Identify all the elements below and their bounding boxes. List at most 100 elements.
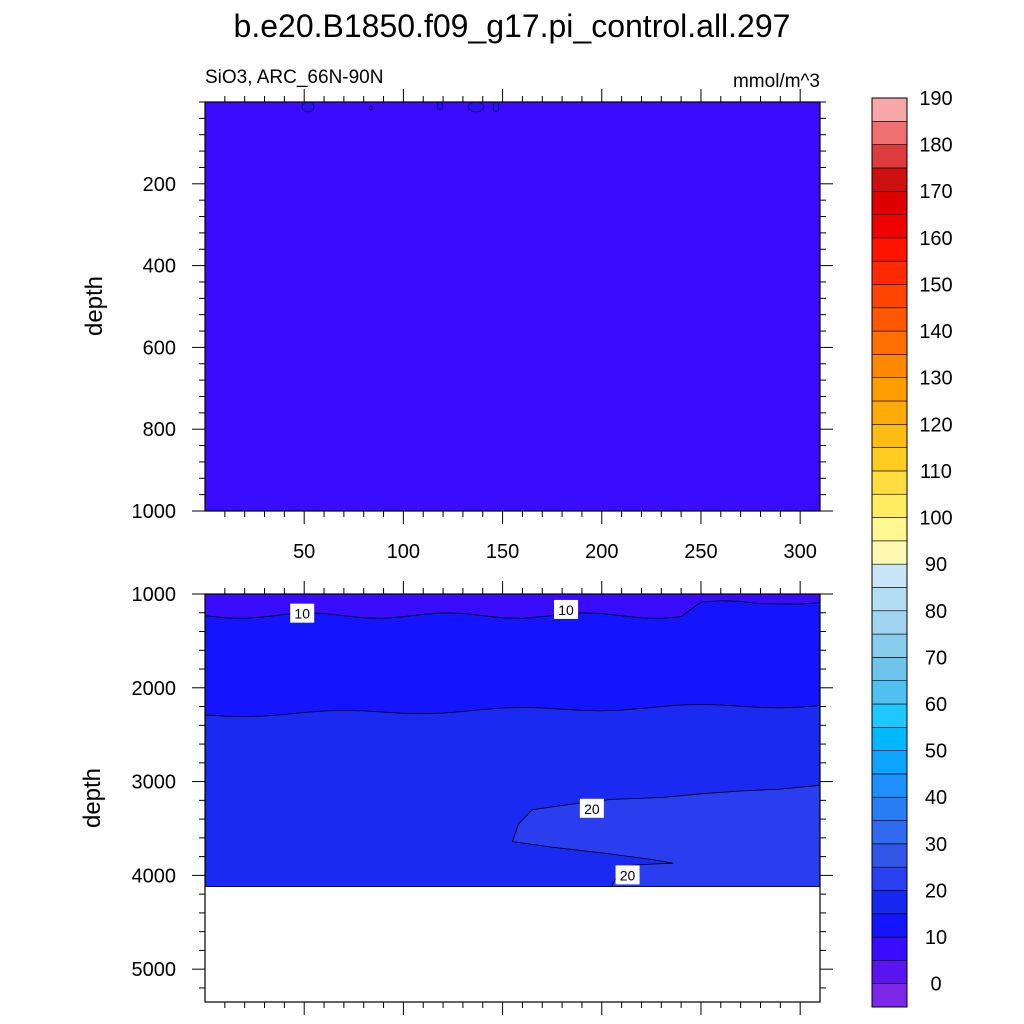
colorbar-label: 160 — [919, 228, 952, 250]
colorbar: 0 10 20 30 40 50 60 70 80 90 100 110 120 130 140 150 160… — [871, 88, 953, 1008]
colorbar-swatch — [871, 400, 908, 425]
upper-ytick-label: 600 — [143, 337, 176, 359]
colorbar-swatch — [871, 913, 908, 938]
lower-ytick-label: 4000 — [132, 865, 177, 887]
contour-labels: 10 10 20 20 — [290, 599, 640, 885]
upper-xtick-label: 150 — [486, 541, 519, 563]
colorbar-swatch — [871, 330, 908, 355]
colorbar-swatch — [871, 633, 908, 658]
colorbar-swatch — [871, 284, 908, 309]
colorbar-label: 190 — [919, 88, 952, 110]
contour-fill-5-10 — [205, 594, 820, 619]
upper-xtick-label: 100 — [387, 541, 420, 563]
contour-label-text: 20 — [620, 867, 636, 883]
upper-ytick-label: 400 — [143, 256, 176, 278]
colorbar-swatch — [871, 307, 908, 332]
colorbar-swatch — [871, 703, 908, 728]
contour-label-text: 10 — [558, 602, 574, 618]
lower-ytick-label: 2000 — [132, 678, 177, 700]
colorbar-swatch — [871, 144, 908, 169]
colorbar-label: 0 — [930, 974, 941, 996]
colorbar-swatch — [871, 936, 908, 961]
colorbar-swatch — [871, 167, 908, 192]
colorbar-label: 10 — [925, 927, 947, 949]
upper-panel-variable-label: SiO3, ARC_66N-90N — [205, 67, 383, 88]
lower-ytick-label: 5000 — [132, 959, 177, 981]
colorbar-swatch — [871, 377, 908, 402]
upper-panel-frame — [204, 101, 821, 512]
colorbar-swatch — [871, 237, 908, 262]
contour-label-text: 10 — [294, 606, 310, 622]
colorbar-label: 40 — [925, 787, 947, 809]
colorbar-frame — [871, 97, 908, 1008]
upper-panel-ylabel: depth — [81, 276, 108, 336]
shallow-feature-4 — [492, 101, 500, 113]
colorbar-swatch — [871, 820, 908, 845]
colorbar-label: 60 — [925, 694, 947, 716]
contour-label-2: 20 — [579, 798, 604, 818]
colorbar-swatch — [871, 983, 908, 1008]
colorbar-swatch — [871, 447, 908, 472]
colorbar-swatch — [871, 657, 908, 681]
colorbar-label: 110 — [920, 461, 952, 483]
upper-ytick-label: 200 — [143, 174, 176, 196]
colorbar-swatch — [871, 260, 908, 285]
colorbar-label: 70 — [925, 647, 947, 669]
upper-xtick-label: 300 — [783, 541, 816, 563]
colorbar-swatch — [871, 890, 908, 915]
colorbar-label: 50 — [925, 741, 947, 763]
lower-panel-ticks: 1000 2000 3000 4000 5000 — [132, 581, 833, 1015]
lower-panel: 10 10 20 20 1000 2000 3000 4000 5000 depth — [79, 581, 833, 1015]
upper-panel-units-label: mmol/m^3 — [733, 71, 820, 92]
colorbar-swatch — [871, 727, 908, 751]
lower-ytick-label: 1000 — [132, 584, 177, 606]
colorbar-swatch — [871, 470, 908, 495]
contour-fill-10-15 — [205, 600, 820, 717]
lower-panel-ylabel: depth — [79, 768, 106, 828]
lower-panel-frame — [204, 593, 821, 1003]
shallow-feature-0 — [301, 101, 315, 113]
colorbar-swatch — [871, 540, 908, 565]
chart-title: b.e20.B1850.f09_g17.pi_control.all.297 — [234, 8, 791, 44]
colorbar-swatch — [871, 843, 908, 868]
contour-label-box — [290, 603, 315, 623]
upper-ytick-label: 800 — [143, 419, 176, 441]
contour-label-box — [554, 599, 579, 619]
contour-label-0: 10 — [290, 603, 315, 623]
colorbar-swatch — [871, 517, 908, 542]
colorbar-swatch — [871, 773, 908, 798]
colorbar-label: 100 — [919, 508, 952, 530]
colorbar-swatch — [871, 750, 908, 775]
colorbar-swatch — [871, 866, 908, 891]
upper-ytick-label: 1000 — [132, 501, 177, 523]
colorbar-label: 30 — [925, 834, 947, 856]
colorbar-label: 90 — [925, 554, 947, 576]
colorbar-swatch — [871, 563, 908, 588]
upper-panel-ticks: 200 400 600 800 1000 50 100 150 200 250 300 — [132, 89, 833, 563]
upper-panel-surface-features — [301, 101, 500, 113]
colorbar-swatch — [871, 680, 908, 705]
shallow-feature-2 — [436, 101, 444, 111]
lower-ytick-label: 3000 — [132, 772, 177, 794]
colorbar-swatch — [871, 424, 908, 448]
colorbar-label: 140 — [919, 321, 952, 343]
contour-label-box — [579, 798, 604, 818]
contour-label-text: 20 — [584, 801, 600, 817]
shallow-feature-1 — [368, 105, 374, 111]
colorbar-label: 20 — [925, 880, 947, 902]
contour-label-3: 20 — [615, 865, 640, 885]
colorbar-swatch — [871, 493, 908, 518]
colorbar-swatch — [871, 796, 908, 821]
shallow-feature-3 — [467, 101, 485, 113]
colorbar-swatch — [871, 354, 908, 378]
colorbar-swatch — [871, 121, 908, 145]
contour-label-1: 10 — [554, 599, 579, 619]
colorbar-label: 180 — [919, 135, 952, 157]
colorbar-swatch — [871, 587, 908, 612]
upper-xtick-label: 250 — [684, 541, 717, 563]
upper-panel: SiO3, ARC_66N-90N mmol/m^3 200 400 600 800 1… — [81, 67, 833, 563]
contour-line-15 — [204, 704, 821, 718]
upper-xtick-label: 200 — [585, 541, 618, 563]
colorbar-swatch — [871, 610, 908, 635]
